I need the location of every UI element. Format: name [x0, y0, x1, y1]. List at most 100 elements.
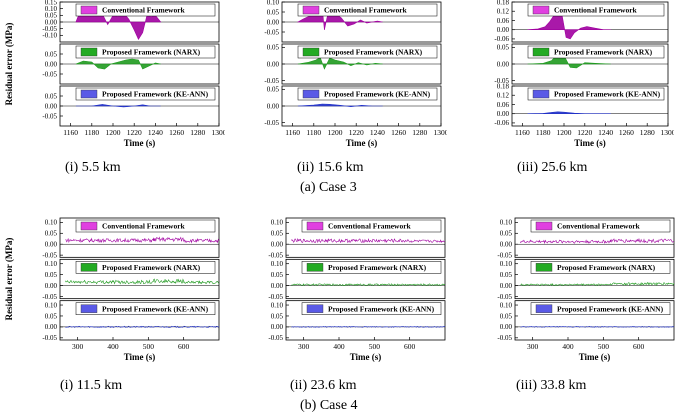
chart-case4-11p5km: 0.10 0.05 0.00 -0.05 Conventional Framework 0…	[0, 212, 225, 379]
y-tick-label: 0.05	[45, 92, 58, 100]
legend-swatch	[535, 263, 553, 272]
series-line	[65, 236, 220, 244]
x-tick-label: 1180	[84, 128, 99, 137]
series-line	[520, 326, 675, 328]
x-tick-label: 500	[598, 342, 610, 351]
series-line	[520, 281, 675, 287]
x-tick-label: 300	[72, 342, 84, 351]
legend: Proposed Framework (KE-ANN)	[527, 87, 665, 101]
x-tick-label: 500	[143, 342, 155, 351]
legend: Conventional Framework	[75, 219, 216, 233]
legend-box	[75, 261, 216, 274]
y-tick-label: 0.05	[267, 44, 280, 52]
y-tick-label: -0.05	[42, 25, 57, 33]
y-tick-label: 0.05	[267, 8, 280, 16]
chart-case3-5p5km: 0.15 0.10 0.05 0.00 -0.05 -0.10 Conventional F…	[0, 0, 227, 161]
y-tick-label: 0.05	[271, 230, 284, 238]
subcaption-case3-i: (i) 5.5 km	[65, 160, 121, 175]
series-area	[297, 56, 383, 70]
panel-narx: 0.10 0.05 0.00 -0.05 Proposed Framework (NAR…	[268, 258, 446, 301]
y-tick-label: 0.06	[497, 17, 510, 25]
y-tick-label: 0.10	[271, 260, 284, 268]
y-tick-label: -0.05	[264, 119, 279, 127]
x-tick-label: 1240	[148, 128, 163, 137]
legend: Conventional Framework	[527, 3, 665, 17]
legend-label: Proposed Framework (KE-ANN)	[324, 90, 431, 99]
chart-case3-15p6km: 0.10 0.05 0.00 -0.05 Conventional Framework 0…	[222, 0, 448, 161]
y-tick-label: -0.05	[268, 251, 283, 259]
legend-label: Proposed Framework (KE-ANN)	[102, 90, 209, 99]
legend-label: Conventional Framework	[328, 222, 412, 231]
y-tick-label: -0.05	[497, 251, 512, 259]
legend-swatch	[306, 263, 324, 272]
legend-swatch	[306, 304, 324, 313]
legend-label: Proposed Framework (KE-ANN)	[557, 304, 664, 313]
y-tick-label: 0.00	[497, 110, 510, 118]
legend-swatch	[302, 5, 320, 15]
x-tick-label: 1180	[306, 128, 321, 137]
x-tick-label: 1200	[106, 128, 121, 137]
panel-narx: 0.10 0.05 0.00 -0.05 Proposed Framework (NAR…	[42, 258, 220, 301]
chart-case3-25p6km: 0.18 0.12 0.06 0.00 -0.06 Conventional Framew…	[452, 0, 675, 161]
y-tick-label: 0.10	[267, 0, 280, 6]
y-tick-label: -0.05	[42, 112, 57, 120]
legend-label: Conventional Framework	[102, 6, 186, 15]
series-line	[291, 238, 446, 244]
legend-swatch	[80, 89, 98, 99]
legend-box	[75, 3, 216, 17]
y-tick-label: 0.05	[271, 312, 284, 320]
legend-box	[530, 219, 671, 233]
legend: Proposed Framework (NARX)	[301, 261, 442, 274]
x-axis-label: Time (s)	[350, 352, 382, 362]
series-line	[520, 237, 675, 245]
panel-narx: 0.05 0.00 -0.05 Proposed Framework (NARX)	[42, 43, 220, 85]
y-tick-label: 0.05	[45, 271, 58, 279]
panel-conventional: 0.10 0.05 0.00 -0.05 Conventional Framework	[42, 217, 220, 259]
y-tick-label: 0.05	[45, 230, 58, 238]
series-area	[527, 111, 611, 114]
legend-swatch	[535, 304, 553, 313]
subcaption-case3-iii: (iii) 25.6 km	[517, 160, 588, 175]
legend-label: Conventional Framework	[324, 6, 408, 15]
x-tick-label: 1300	[661, 128, 675, 137]
y-tick-label: 0.05	[500, 271, 513, 279]
y-tick-label: -0.05	[268, 334, 283, 342]
series-line	[65, 278, 220, 285]
legend-swatch	[80, 263, 98, 272]
legend-box	[527, 3, 665, 17]
y-tick-label: 0.00	[45, 282, 58, 290]
x-tick-label: 300	[298, 342, 310, 351]
series-area	[75, 58, 161, 70]
x-tick-label: 1160	[285, 128, 300, 137]
y-axis-label: Residual error (MPa)	[4, 23, 14, 106]
y-tick-label: 0.00	[497, 26, 510, 34]
legend: Proposed Framework (NARX)	[297, 45, 438, 59]
subcaption-case4-iii: (iii) 33.8 km	[516, 378, 587, 393]
legend: Conventional Framework	[530, 219, 671, 233]
panel-ke-ann: 0.10 0.05 0.00 -0.05 Proposed Framework (KE-…	[497, 300, 675, 351]
y-tick-label: 0.10	[45, 5, 58, 13]
x-tick-label: 600	[633, 342, 645, 351]
legend: Proposed Framework (KE-ANN)	[301, 302, 442, 315]
y-tick-label: 0.05	[500, 230, 513, 238]
legend: Proposed Framework (KE-ANN)	[297, 87, 438, 101]
x-tick-label: 1180	[536, 128, 551, 137]
legend-label: Proposed Framework (NARX)	[557, 263, 656, 272]
legend-label: Conventional Framework	[102, 222, 186, 231]
x-tick-label: 400	[333, 342, 345, 351]
x-tick-label: 400	[107, 342, 119, 351]
x-tick-label: 300	[527, 342, 539, 351]
y-axis-label: Residual error (MPa)	[4, 238, 14, 321]
y-tick-label: 0.10	[45, 301, 58, 309]
y-tick-label: 0.00	[45, 60, 58, 68]
series-area	[297, 103, 383, 107]
legend-swatch	[535, 221, 553, 231]
y-tick-label: 0.10	[45, 219, 58, 227]
x-tick-label: 600	[404, 342, 416, 351]
legend-label: Proposed Framework (NARX)	[328, 263, 427, 272]
x-axis-label: Time (s)	[124, 352, 156, 362]
subcaption-case3-ii: (ii) 15.6 km	[297, 160, 364, 175]
y-tick-label: 0.05	[267, 86, 280, 94]
